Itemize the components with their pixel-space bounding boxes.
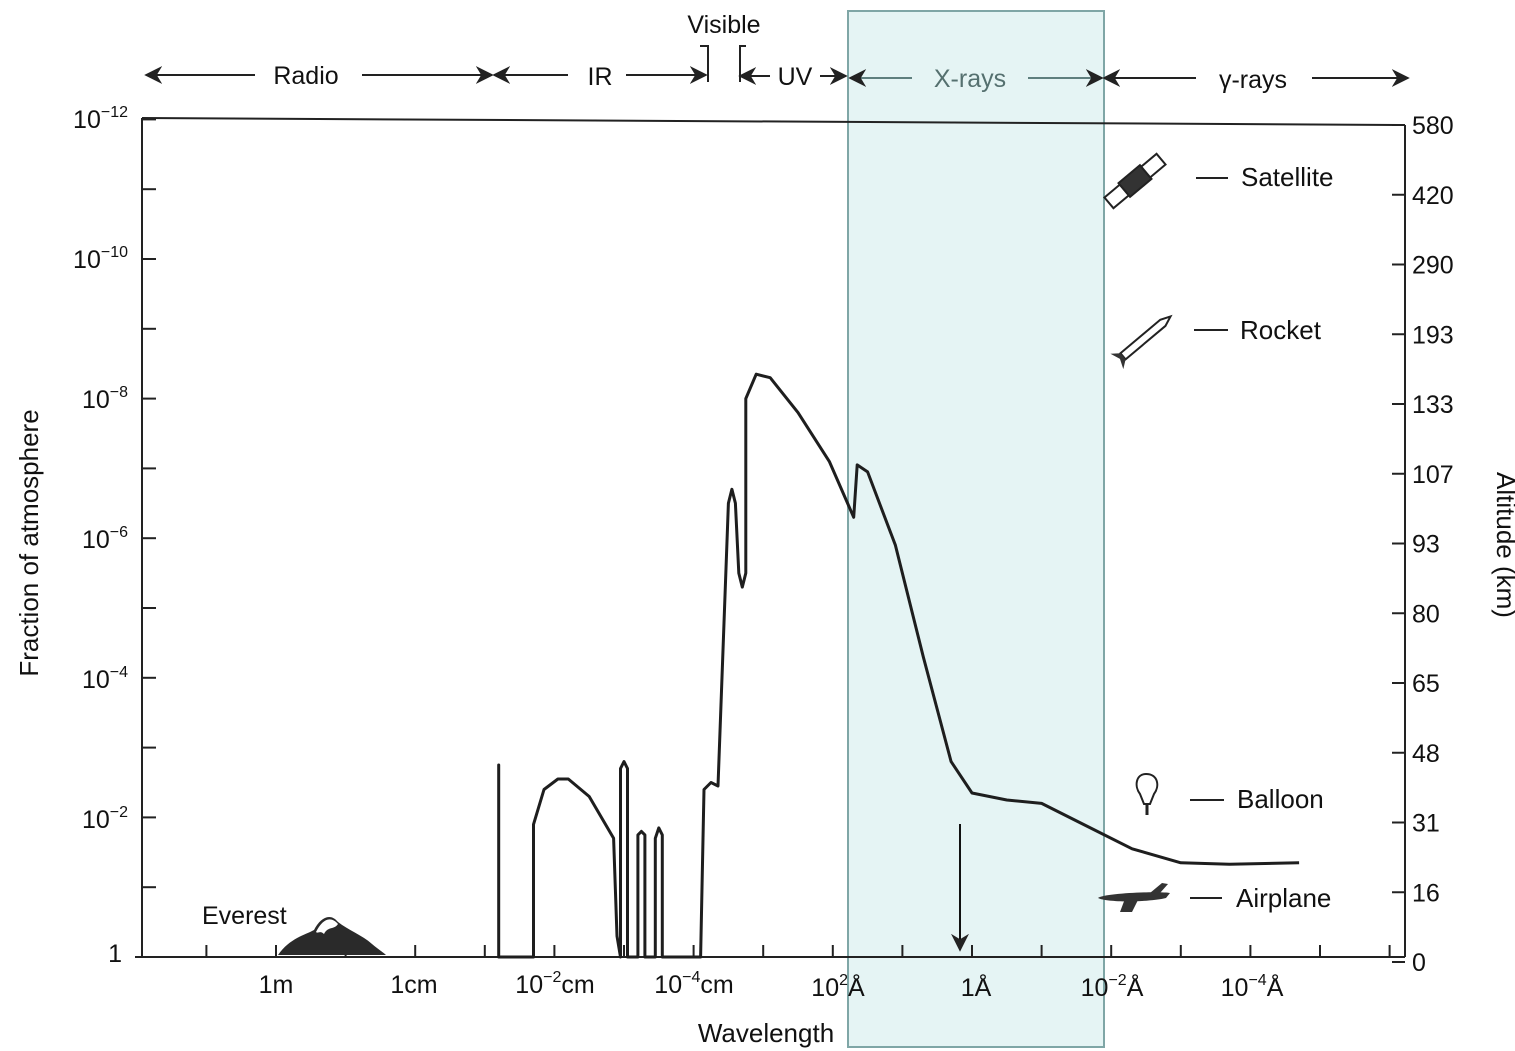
right-tick-label: 420 bbox=[1412, 182, 1454, 210]
right-tick-label: 580 bbox=[1412, 112, 1454, 140]
band-label-radio: Radio bbox=[273, 62, 338, 90]
x-tick-label: 1Å bbox=[961, 972, 992, 1002]
mountain-snowcap bbox=[316, 919, 338, 934]
left-tick-label: 10−6 bbox=[82, 524, 128, 554]
x-axis-labels: 1m 1cm 10−2cm 10−4cm 102Å 1Å 10−2Å 10−4Å bbox=[259, 969, 1284, 1002]
mountain-icon bbox=[278, 916, 386, 955]
plot-frame bbox=[135, 117, 1406, 958]
left-tick-label: 10−10 bbox=[73, 244, 128, 274]
right-tick-label: 31 bbox=[1412, 810, 1440, 838]
x-axis-title: Wavelength bbox=[698, 1018, 834, 1048]
right-tick-label: 80 bbox=[1412, 600, 1440, 628]
vehicle-label-rocket: Rocket bbox=[1240, 315, 1322, 345]
right-tick-label: 133 bbox=[1412, 391, 1454, 419]
x-tick-label: 10−4Å bbox=[1221, 972, 1284, 1002]
band-label-xrays: X-rays bbox=[934, 65, 1006, 93]
x-axis-ticks bbox=[205, 945, 1391, 957]
right-axis-title: Altitude (km) bbox=[1491, 472, 1515, 618]
right-tick-label: 16 bbox=[1412, 879, 1440, 907]
left-axis-title: Fraction of atmosphere bbox=[14, 409, 44, 676]
vehicle-balloon: Balloon bbox=[1135, 772, 1324, 815]
everest-label: Everest bbox=[202, 902, 287, 930]
left-tick-label: 10−12 bbox=[73, 104, 128, 134]
right-tick-label: 193 bbox=[1412, 321, 1454, 349]
band-label-ir: IR bbox=[588, 63, 613, 91]
x-tick-label: 10−4cm bbox=[654, 969, 733, 999]
vehicle-satellite: Satellite bbox=[1103, 152, 1334, 210]
transmission-curve bbox=[497, 372, 1300, 959]
everest-mountain: Everest bbox=[202, 902, 386, 955]
right-axis-labels: 580 420 290 193 133 107 93 80 65 48 31 16 0 bbox=[1412, 112, 1454, 977]
right-axis-ticks bbox=[1392, 124, 1405, 963]
vehicle-label-balloon: Balloon bbox=[1237, 784, 1324, 814]
left-tick-label: 10−8 bbox=[82, 384, 128, 414]
vehicle-label-satellite: Satellite bbox=[1241, 162, 1334, 192]
vehicle-rocket: Rocket bbox=[1110, 314, 1322, 370]
band-label-gamma: γ-rays bbox=[1219, 66, 1287, 94]
airplane-icon bbox=[1098, 883, 1170, 912]
x-tick-label: 10−2Å bbox=[1081, 972, 1144, 1002]
xray-highlight-band bbox=[847, 10, 1105, 1048]
right-tick-label: 290 bbox=[1412, 252, 1454, 280]
balloon-icon bbox=[1135, 772, 1159, 815]
vehicle-label-airplane: Airplane bbox=[1236, 883, 1331, 913]
band-label-uv: UV bbox=[778, 63, 813, 91]
x-tick-label: 1cm bbox=[390, 971, 437, 999]
vehicle-airplane: Airplane bbox=[1098, 883, 1331, 913]
left-tick-label: 10−4 bbox=[82, 664, 128, 694]
spectrum-bands bbox=[144, 45, 1410, 87]
band-label-visible: Visible bbox=[687, 11, 760, 39]
left-axis-ticks bbox=[142, 118, 156, 958]
right-tick-label: 65 bbox=[1412, 670, 1440, 698]
left-tick-label: 1 bbox=[108, 940, 122, 968]
left-tick-label: 10−2 bbox=[82, 804, 128, 834]
x-tick-label: 1m bbox=[259, 971, 294, 999]
rocket-icon bbox=[1110, 314, 1173, 370]
left-axis-labels: 10−12 10−10 10−8 10−6 10−4 10−2 1 bbox=[73, 104, 128, 968]
right-tick-label: 48 bbox=[1412, 740, 1440, 768]
satellite-icon bbox=[1103, 152, 1167, 210]
right-tick-label: 93 bbox=[1412, 531, 1440, 559]
x-tick-label: 10−2cm bbox=[515, 969, 594, 999]
right-tick-label: 0 bbox=[1412, 949, 1426, 977]
x-tick-label: 102Å bbox=[811, 972, 865, 1002]
right-tick-label: 107 bbox=[1412, 461, 1454, 489]
